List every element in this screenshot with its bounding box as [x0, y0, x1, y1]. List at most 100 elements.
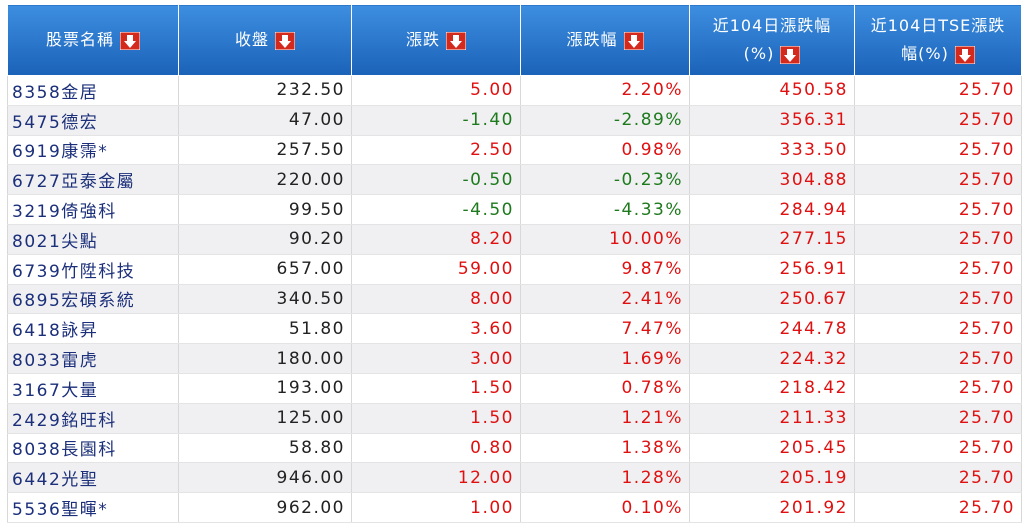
table-header: 股票名稱 收盤 漲跌 漲跌幅 近104日漲跌幅 (%) 近104日TSE漲跌 幅(%) [7, 4, 1022, 76]
column-header[interactable]: 近104日漲跌幅 (%) [689, 4, 855, 76]
stock-name[interactable]: 8038長園科 [7, 433, 179, 464]
stock-name[interactable]: 8021尖點 [7, 224, 179, 255]
stock-value: 25.70 [854, 403, 1022, 434]
stock-value: 59.00 [351, 254, 521, 285]
stock-value: -4.50 [351, 194, 521, 225]
stock-name[interactable]: 6739竹陞科技 [7, 254, 179, 285]
stock-value: 25.70 [854, 194, 1022, 225]
stock-value: 304.88 [689, 164, 855, 196]
column-header[interactable]: 漲跌幅 [520, 4, 690, 76]
stock-row: 6727亞泰金屬 220.00 -0.50 -0.23% 304.88 25.70 [7, 164, 1022, 196]
stock-value: 2.41% [520, 284, 690, 315]
stock-value: 284.94 [689, 194, 855, 225]
stock-value: 0.98% [520, 135, 690, 166]
stock-value: 25.70 [854, 75, 1022, 106]
stock-row: 3167大量 193.00 1.50 0.78% 218.42 25.70 [7, 373, 1022, 404]
stock-value: 2.20% [520, 75, 690, 106]
stock-value: 244.78 [689, 313, 855, 345]
sort-icon[interactable] [623, 31, 644, 50]
stock-value: 257.50 [178, 135, 352, 166]
header-text: 股票名稱 [45, 30, 114, 49]
stock-value: 1.50 [351, 373, 521, 404]
stock-row: 6418詠昇 51.80 3.60 7.47% 244.78 25.70 [7, 313, 1022, 345]
stock-row: 6442光聖 946.00 12.00 1.28% 205.19 25.70 [7, 462, 1022, 494]
stock-name[interactable]: 8033雷虎 [7, 343, 179, 374]
stock-row: 2429銘旺科 125.00 1.50 1.21% 211.33 25.70 [7, 403, 1022, 434]
stock-name[interactable]: 5536聖暉* [7, 492, 179, 523]
stock-value: 5.00 [351, 75, 521, 106]
stock-table: 股票名稱 收盤 漲跌 漲跌幅 近104日漲跌幅 (%) 近104日TSE漲跌 幅(%) 835… [7, 4, 1022, 523]
column-header[interactable]: 近104日TSE漲跌幅(%) [854, 4, 1022, 76]
stock-name[interactable]: 6895宏碩系統 [7, 284, 179, 315]
header-text: 漲跌 [405, 30, 440, 49]
stock-value: 47.00 [178, 105, 352, 136]
stock-value: 9.87% [520, 254, 690, 285]
stock-value: 8.00 [351, 284, 521, 315]
column-header[interactable]: 收盤 [178, 4, 352, 76]
stock-value: 211.33 [689, 403, 855, 434]
stock-value: 333.50 [689, 135, 855, 166]
column-header[interactable]: 股票名稱 [7, 4, 179, 76]
stock-value: 25.70 [854, 343, 1022, 374]
header-text: 收盤 [234, 30, 269, 49]
stock-row: 5475德宏 47.00 -1.40 -2.89% 356.31 25.70 [7, 105, 1022, 136]
column-header[interactable]: 漲跌 [351, 4, 521, 76]
stock-value: -0.23% [520, 164, 690, 196]
stock-name[interactable]: 6418詠昇 [7, 313, 179, 345]
stock-value: 1.21% [520, 403, 690, 434]
stock-name[interactable]: 3219倚強科 [7, 194, 179, 225]
stock-name[interactable]: 6727亞泰金屬 [7, 164, 179, 196]
stock-name[interactable]: 2429銘旺科 [7, 403, 179, 434]
sort-icon[interactable] [120, 31, 140, 50]
header-text: (%) [743, 44, 775, 63]
stock-value: 2.50 [351, 135, 521, 166]
stock-value: 8.20 [351, 224, 521, 255]
stock-value: 180.00 [178, 343, 352, 374]
stock-row: 6739竹陞科技 657.00 59.00 9.87% 256.91 25.70 [7, 254, 1022, 285]
stock-value: 25.70 [854, 254, 1022, 285]
sort-icon[interactable] [954, 45, 975, 64]
stock-row: 8038長園科 58.80 0.80 1.38% 205.45 25.70 [7, 433, 1022, 464]
stock-value: 7.47% [520, 313, 690, 345]
stock-row: 5536聖暉* 962.00 1.00 0.10% 201.92 25.70 [7, 492, 1022, 523]
stock-value: 250.67 [689, 284, 855, 315]
stock-value: -4.33% [520, 194, 690, 225]
stock-value: 25.70 [854, 224, 1022, 255]
stock-value: 205.19 [689, 462, 855, 494]
stock-name[interactable]: 8358金居 [7, 75, 179, 106]
header-text: 漲跌幅 [566, 30, 618, 49]
header-text: 近104日TSE漲跌 [870, 16, 1006, 35]
stock-value: 25.70 [854, 492, 1022, 523]
stock-value: 3.00 [351, 343, 521, 374]
stock-name[interactable]: 5475德宏 [7, 105, 179, 136]
stock-value: 1.28% [520, 462, 690, 494]
stock-row: 3219倚強科 99.50 -4.50 -4.33% 284.94 25.70 [7, 194, 1022, 225]
stock-value: 25.70 [854, 135, 1022, 166]
stock-value: 25.70 [854, 284, 1022, 315]
stock-name[interactable]: 6442光聖 [7, 462, 179, 494]
table-body: 8358金居 232.50 5.00 2.20% 450.58 25.70 5475德宏 47… [7, 75, 1022, 523]
stock-value: 1.00 [351, 492, 521, 523]
sort-icon[interactable] [275, 31, 295, 50]
stock-value: 10.00% [520, 224, 690, 255]
sort-icon[interactable] [446, 31, 466, 50]
stock-value: 224.32 [689, 343, 855, 374]
stock-name[interactable]: 3167大量 [7, 373, 179, 404]
stock-value: 1.38% [520, 433, 690, 464]
stock-value: 25.70 [854, 433, 1022, 464]
stock-value: 256.91 [689, 254, 855, 285]
header-text: 幅(%) [901, 44, 949, 63]
stock-value: -2.89% [520, 105, 690, 136]
stock-value: -1.40 [351, 105, 521, 136]
stock-name[interactable]: 6919康霈* [7, 135, 179, 166]
stock-value: 193.00 [178, 373, 352, 404]
stock-value: 340.50 [178, 284, 352, 315]
stock-value: 1.69% [520, 343, 690, 374]
stock-value: 205.45 [689, 433, 855, 464]
stock-value: 25.70 [854, 105, 1022, 136]
stock-value: 962.00 [178, 492, 352, 523]
sort-icon[interactable] [780, 45, 801, 64]
stock-value: 201.92 [689, 492, 855, 523]
stock-row: 6895宏碩系統 340.50 8.00 2.41% 250.67 25.70 [7, 284, 1022, 315]
